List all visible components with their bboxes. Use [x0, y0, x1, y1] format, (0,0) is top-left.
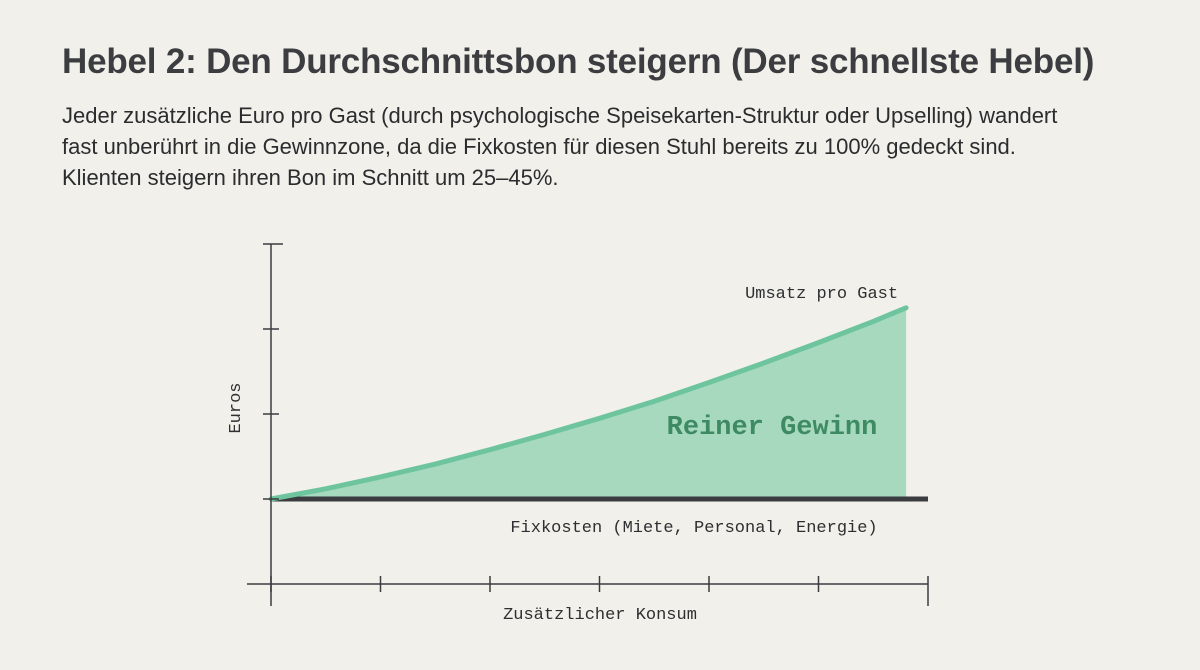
slide-title: Hebel 2: Den Durchschnittsbon steigern (… — [62, 42, 1095, 81]
revenue-series-label: Umsatz pro Gast — [745, 285, 898, 304]
fixed-costs-series-label: Fixkosten (Miete, Personal, Energie) — [510, 519, 877, 538]
profit-area — [271, 307, 907, 499]
slide-body-text: Jeder zusätzliche Euro pro Gast (durch p… — [62, 103, 1058, 190]
y-axis-ticks — [263, 243, 283, 500]
profit-annotation: Reiner Gewinn — [667, 413, 878, 443]
y-axis-label: Euros — [227, 382, 246, 433]
x-axis-ticks — [270, 576, 929, 606]
x-axis-label: Zusätzlicher Konsum — [503, 606, 697, 625]
revenue-line — [268, 305, 909, 502]
